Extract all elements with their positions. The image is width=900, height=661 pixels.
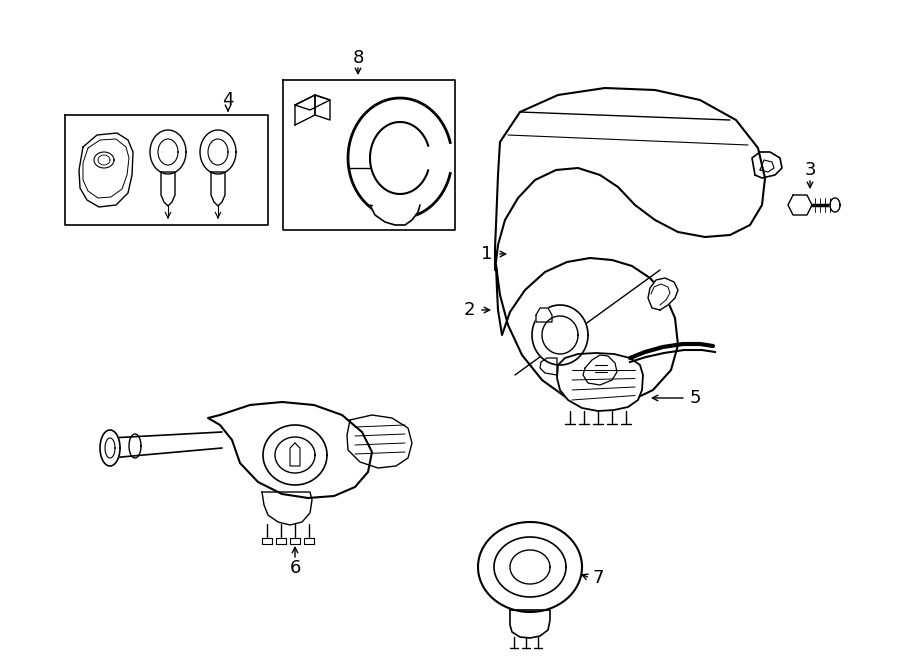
Polygon shape [496,258,678,405]
Polygon shape [276,538,286,544]
Polygon shape [263,425,327,485]
Text: 2: 2 [464,301,475,319]
Polygon shape [370,205,420,225]
Polygon shape [510,610,550,638]
Polygon shape [557,353,643,411]
Polygon shape [290,538,300,544]
Polygon shape [100,430,120,466]
Polygon shape [478,522,582,612]
Polygon shape [347,415,412,468]
Polygon shape [495,88,765,270]
Polygon shape [540,358,557,375]
Polygon shape [262,492,312,525]
Polygon shape [315,95,330,120]
Polygon shape [648,278,678,310]
Polygon shape [295,95,315,125]
Text: 4: 4 [222,91,234,109]
Polygon shape [262,538,272,544]
Polygon shape [295,95,330,110]
Polygon shape [150,130,186,174]
Text: 7: 7 [592,569,604,587]
Polygon shape [290,443,300,466]
Polygon shape [79,133,133,207]
Text: 3: 3 [805,161,815,179]
Polygon shape [532,305,588,365]
Polygon shape [788,195,812,215]
Polygon shape [830,198,840,212]
Text: 5: 5 [689,389,701,407]
Polygon shape [161,172,175,206]
Text: 8: 8 [352,49,364,67]
Polygon shape [752,152,782,178]
Polygon shape [304,538,314,544]
Polygon shape [208,402,372,498]
Text: 6: 6 [289,559,301,577]
Polygon shape [211,172,225,206]
Polygon shape [200,130,236,174]
Text: 1: 1 [482,245,492,263]
Polygon shape [583,355,617,385]
Polygon shape [536,308,552,322]
